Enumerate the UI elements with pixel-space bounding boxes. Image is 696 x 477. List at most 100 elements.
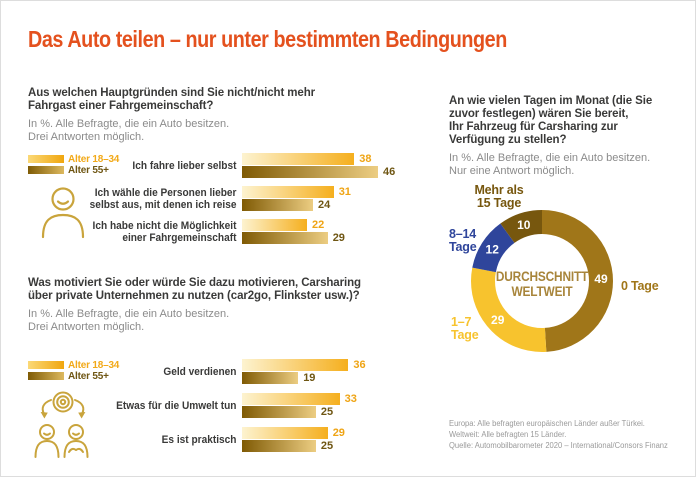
bar-segment-18-34 xyxy=(242,359,349,371)
source-note: Europa: Alle befragten europäischen Länd… xyxy=(449,418,679,451)
legend: Alter 18–34 Alter 55+ xyxy=(28,154,119,176)
passenger-icon xyxy=(38,186,88,245)
bar-line: 25 xyxy=(242,440,442,452)
bar-category-label: Ich fahre lieber selbst xyxy=(132,159,237,172)
content: Aus welchen Hauptgründen sind Sie nicht/… xyxy=(28,87,668,458)
bar-segment-55plus xyxy=(242,166,378,178)
section-fahrgemeinschaft: Aus welchen Hauptgründen sind Sie nicht/… xyxy=(28,87,442,244)
legend-swatch-old xyxy=(28,372,64,380)
left-column: Aus welchen Hauptgründen sind Sie nicht/… xyxy=(28,87,442,458)
question-1: Aus welchen Hauptgründen sind Sie nicht/… xyxy=(28,87,316,112)
bar-line: 36 xyxy=(242,359,442,371)
legend-swatch-young xyxy=(28,361,64,369)
bar-category-label: Ich wähle die Personen lieber selbst aus… xyxy=(89,186,237,211)
bar-rows: Ich fahre lieber selbst 38 46 Ich wähle die… xyxy=(28,153,442,244)
bar-chart-motivation: Alter 18–34 Alter 55+ xyxy=(28,359,442,458)
bar-line: 31 xyxy=(242,186,442,198)
slice-label-8-14: 8–14 Tage xyxy=(449,227,477,254)
donut-slice xyxy=(471,210,613,352)
legend-label-young: Alter 18–34 xyxy=(68,359,120,371)
bar-pair: 22 29 xyxy=(242,219,442,244)
bar-value: 24 xyxy=(318,199,331,211)
bar-pair: 29 25 xyxy=(242,427,442,452)
bar-segment-18-34 xyxy=(242,153,355,165)
bar-row: Ich fahre lieber selbst 38 46 xyxy=(28,153,442,178)
donut-value: 29 xyxy=(491,313,505,327)
legend-entry-young: Alter 18–34 xyxy=(28,153,120,165)
section-carsharing-motivation: Was motiviert Sie oder würde Sie dazu mo… xyxy=(28,277,442,458)
bar-category-label: Ich habe nicht die Möglichkeit einer Fah… xyxy=(92,219,237,244)
bar-segment-18-34 xyxy=(242,427,328,439)
bar-segment-55plus xyxy=(242,406,316,418)
question-3: An wie vielen Tagen im Monat (die Sie zu… xyxy=(449,95,653,146)
legend-label-old: Alter 55+ xyxy=(68,164,109,176)
bar-segment-55plus xyxy=(242,440,316,452)
donut-center-label: DURCHSCHNITT WELTWEIT xyxy=(495,269,589,299)
bar-value: 22 xyxy=(312,219,325,231)
bar-pair: 31 24 xyxy=(242,186,442,211)
bar-row: Etwas für die Umwelt tun 33 25 xyxy=(28,393,442,418)
legend-entry-young: Alter 18–34 xyxy=(28,359,120,371)
right-column: An wie vielen Tagen im Monat (die Sie zu… xyxy=(442,87,679,452)
bar-segment-18-34 xyxy=(242,186,334,198)
bar-line: 33 xyxy=(242,393,442,405)
bar-row: Es ist praktisch 29 25 xyxy=(28,427,442,452)
legend-label-young: Alter 18–34 xyxy=(68,153,120,165)
footer-line: Europa: Alle befragten europäischen Länd… xyxy=(449,419,645,428)
footer-line: Weltweit: Alle befragten 15 Länder. xyxy=(449,430,567,439)
bar-segment-55plus xyxy=(242,372,299,384)
legend-swatch-old xyxy=(28,166,64,174)
donut-slice xyxy=(471,210,613,352)
bar-line: 19 xyxy=(242,372,442,384)
legend-entry-old: Alter 55+ xyxy=(28,370,119,382)
legend: Alter 18–34 Alter 55+ xyxy=(28,360,119,382)
bar-line: 25 xyxy=(242,406,442,418)
money-sharing-icon xyxy=(34,391,92,464)
bar-value: 19 xyxy=(303,372,316,384)
slice-label-0: 0 Tage xyxy=(621,279,659,293)
bar-segment-18-34 xyxy=(242,219,307,231)
bar-value: 36 xyxy=(353,359,366,371)
legend-swatch-young xyxy=(28,155,64,163)
bar-line: 29 xyxy=(242,232,442,244)
bar-line: 24 xyxy=(242,199,442,211)
bar-value: 46 xyxy=(383,166,396,178)
bar-value: 25 xyxy=(320,406,334,418)
donut-rings: 49 29 12 10 xyxy=(471,210,613,352)
bar-segment-55plus xyxy=(242,199,313,211)
bar-value: 25 xyxy=(320,440,334,452)
bar-value: 33 xyxy=(344,393,357,405)
bar-value: 31 xyxy=(338,186,351,198)
question-2: Was motiviert Sie oder würde Sie dazu mo… xyxy=(28,277,361,302)
bar-category-label: Es ist praktisch xyxy=(161,433,237,446)
bar-line: 46 xyxy=(242,166,442,178)
bar-row: Ich habe nicht die Möglichkeit einer Fah… xyxy=(28,219,442,244)
bar-segment-18-34 xyxy=(242,393,340,405)
bar-row: Geld verdienen 36 19 xyxy=(28,359,442,384)
bar-pair: 38 46 xyxy=(242,153,442,178)
bar-line: 22 xyxy=(242,219,442,231)
note-2: In %. Alle Befragte, die ein Auto besitz… xyxy=(28,308,230,333)
bar-row: Ich wähle die Personen lieber selbst aus… xyxy=(28,186,442,211)
bar-line: 38 xyxy=(242,153,442,165)
bar-category-label: Etwas für die Umwelt tun xyxy=(116,399,237,412)
page-title: Das Auto teilen – nur unter bestimmten B… xyxy=(28,26,507,52)
bar-pair: 36 19 xyxy=(242,359,442,384)
bar-value: 38 xyxy=(359,153,372,165)
donut-value: 10 xyxy=(517,218,531,232)
bar-segment-55plus xyxy=(242,232,328,244)
bar-rows: Geld verdienen 36 19 Etwas für die Umwelt t… xyxy=(28,359,442,452)
slice-label-1-7: 1–7 Tage xyxy=(451,315,479,342)
bar-value: 29 xyxy=(332,427,345,439)
donut-value: 49 xyxy=(594,272,608,286)
donut-chart: Mehr als 15 Tage 8–14 Tage 1–7 Tage 0 Ta… xyxy=(449,184,679,362)
bar-value: 29 xyxy=(332,232,345,244)
slice-label-15plus: Mehr als 15 Tage xyxy=(474,183,524,210)
donut-value: 12 xyxy=(486,242,500,256)
note-3: In %. Alle Befragte, die ein Auto besitz… xyxy=(449,152,651,177)
bar-line: 29 xyxy=(242,427,442,439)
bar-chart-fahrgemeinschaft: Alter 18–34 Alter 55+ xyxy=(28,153,442,244)
legend-label-old: Alter 55+ xyxy=(68,370,109,382)
legend-entry-old: Alter 55+ xyxy=(28,164,119,176)
